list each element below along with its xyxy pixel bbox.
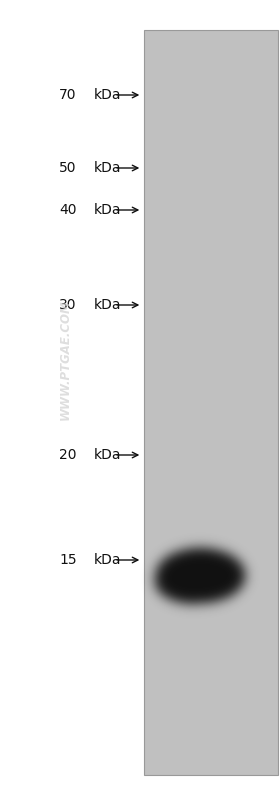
Bar xyxy=(144,30,278,775)
Text: 15: 15 xyxy=(59,553,77,567)
Text: kDa: kDa xyxy=(94,553,122,567)
Text: kDa: kDa xyxy=(94,88,122,102)
Text: kDa: kDa xyxy=(94,298,122,312)
Text: 30: 30 xyxy=(59,298,77,312)
Text: kDa: kDa xyxy=(94,161,122,175)
Text: 20: 20 xyxy=(59,448,77,462)
Text: 50: 50 xyxy=(59,161,77,175)
Text: kDa: kDa xyxy=(94,203,122,217)
Text: kDa: kDa xyxy=(94,448,122,462)
Text: WWW.PTGAE.COM: WWW.PTGAE.COM xyxy=(59,299,71,420)
Text: 70: 70 xyxy=(59,88,77,102)
Text: 40: 40 xyxy=(59,203,77,217)
